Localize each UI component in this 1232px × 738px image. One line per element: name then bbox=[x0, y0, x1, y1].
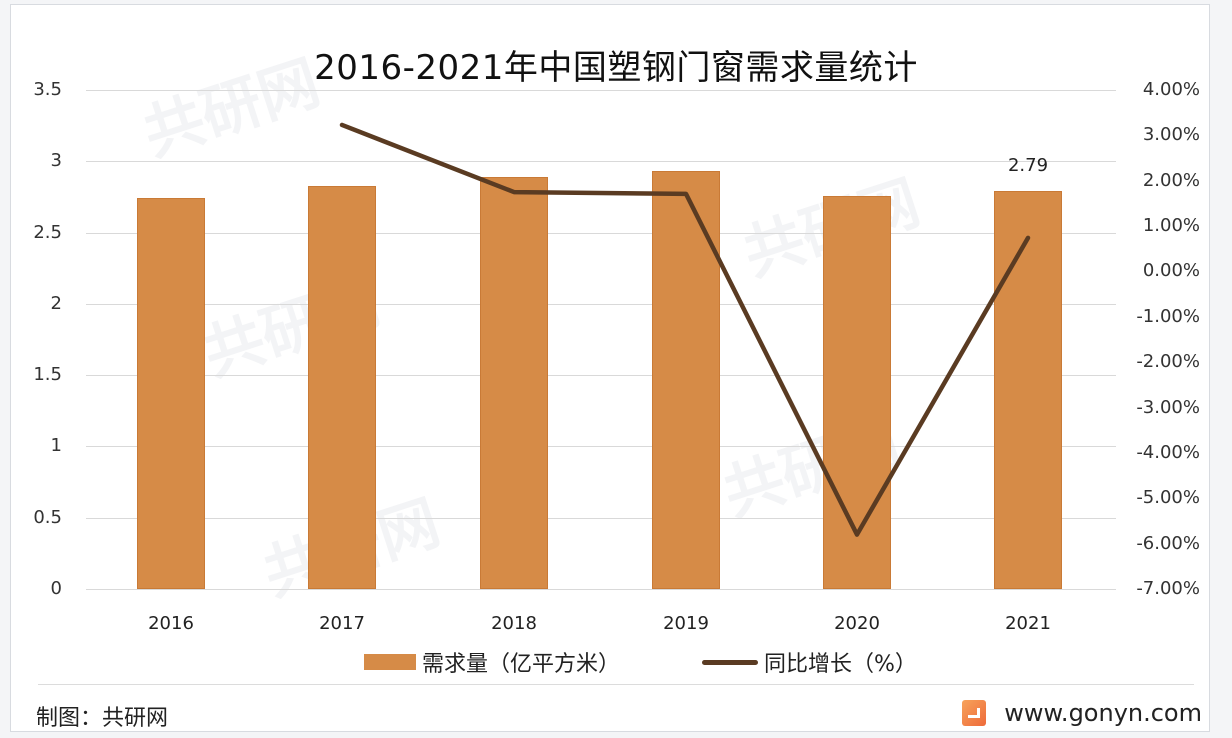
gonyn-logo-icon bbox=[962, 700, 987, 726]
website-brand: www.gonyn.com bbox=[962, 699, 1202, 727]
x-axis-tick: 2018 bbox=[491, 613, 537, 634]
left-axis-tick: 2.5 bbox=[33, 221, 62, 243]
bar-2018[interactable] bbox=[480, 176, 548, 589]
gridline bbox=[86, 375, 1116, 377]
right-axis-tick: -2.00% bbox=[1136, 351, 1200, 373]
bar-2017[interactable] bbox=[308, 185, 376, 589]
legend-item-growth[interactable]: 同比增长（%） bbox=[702, 646, 917, 678]
gridline bbox=[86, 446, 1116, 448]
gridline bbox=[86, 232, 1116, 234]
x-axis-tick: 2020 bbox=[834, 613, 880, 634]
x-axis-tick: 2019 bbox=[663, 613, 709, 634]
right-axis-tick: 0.00% bbox=[1142, 260, 1200, 282]
gridline bbox=[86, 90, 1116, 91]
footer-divider bbox=[38, 684, 1194, 685]
data-label-2021: 2.79 bbox=[1007, 155, 1049, 177]
website-text[interactable]: www.gonyn.com bbox=[1004, 699, 1202, 727]
right-axis-tick: -7.00% bbox=[1136, 578, 1200, 599]
x-axis-tick: 2021 bbox=[1005, 613, 1051, 634]
right-axis-tick: 2.00% bbox=[1142, 169, 1200, 191]
legend-label-growth: 同比增长（%） bbox=[764, 652, 917, 677]
right-axis-tick: -3.00% bbox=[1136, 396, 1200, 418]
right-axis-tick: -5.00% bbox=[1136, 487, 1200, 509]
gridline bbox=[86, 303, 1116, 305]
legend-item-demand[interactable]: 需求量（亿平方米） bbox=[364, 646, 620, 678]
left-axis-tick: 1.5 bbox=[33, 364, 62, 386]
left-axis-tick: 1 bbox=[50, 435, 62, 457]
gridline bbox=[86, 517, 1116, 519]
x-axis-tick: 2016 bbox=[148, 613, 194, 634]
chart-title: 2016-2021年中国塑钢门窗需求量统计 bbox=[314, 48, 918, 88]
growth-rate-line[interactable] bbox=[339, 122, 1031, 537]
right-axis-tick: -6.00% bbox=[1136, 532, 1200, 554]
bar-2020[interactable] bbox=[823, 195, 891, 589]
bar-2016[interactable] bbox=[137, 198, 205, 589]
left-axis-tick: 0 bbox=[50, 578, 62, 599]
right-axis-tick: 1.00% bbox=[1142, 215, 1200, 237]
gridline bbox=[86, 161, 1116, 163]
right-axis-tick: -4.00% bbox=[1136, 441, 1200, 463]
credit-text: 制图：共研网 bbox=[36, 706, 169, 731]
right-axis-tick: 3.00% bbox=[1142, 124, 1200, 146]
line-swatch-icon bbox=[702, 659, 758, 665]
left-axis-tick: 3.5 bbox=[33, 79, 62, 100]
bar-2021[interactable] bbox=[994, 191, 1062, 589]
legend-label-demand: 需求量（亿平方米） bbox=[422, 652, 621, 677]
left-axis-tick: 2 bbox=[50, 292, 62, 314]
gridline bbox=[86, 589, 1116, 590]
x-axis-tick: 2017 bbox=[319, 613, 365, 634]
left-axis-tick: 0.5 bbox=[33, 506, 62, 528]
right-axis-tick: -1.00% bbox=[1136, 305, 1200, 327]
right-axis-tick: 4.00% bbox=[1142, 79, 1200, 100]
legend: 需求量（亿平方米） 同比增长（%） bbox=[0, 646, 1232, 678]
left-axis-tick: 3 bbox=[50, 150, 62, 172]
bar-swatch-icon bbox=[364, 654, 416, 670]
